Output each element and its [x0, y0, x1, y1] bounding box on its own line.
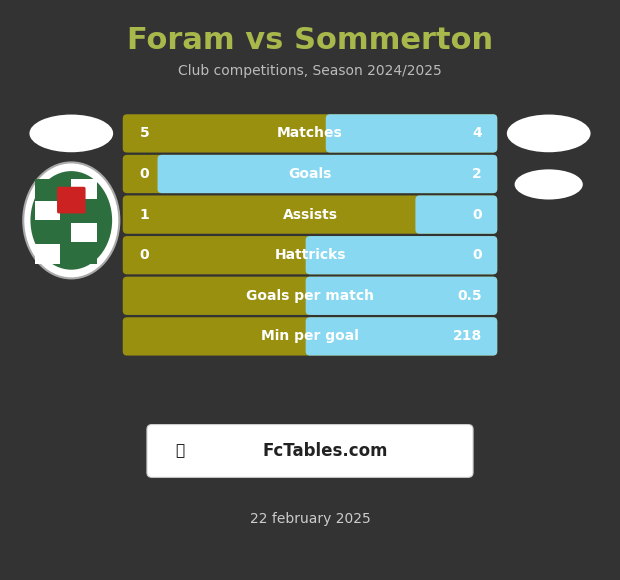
Ellipse shape: [24, 162, 120, 278]
FancyBboxPatch shape: [123, 114, 497, 153]
Text: 0.5: 0.5: [457, 289, 482, 303]
Bar: [35, 244, 61, 264]
Text: 4: 4: [472, 126, 482, 140]
Text: 0: 0: [140, 248, 149, 262]
Bar: [71, 179, 97, 198]
FancyBboxPatch shape: [415, 195, 497, 234]
Bar: [35, 201, 61, 220]
Text: 1: 1: [140, 208, 149, 222]
Text: 2: 2: [472, 167, 482, 181]
Text: 📊: 📊: [175, 444, 184, 458]
Text: Min per goal: Min per goal: [261, 329, 359, 343]
Text: FcTables.com: FcTables.com: [263, 442, 388, 460]
FancyBboxPatch shape: [306, 277, 497, 315]
Text: 0: 0: [472, 248, 482, 262]
FancyBboxPatch shape: [157, 155, 497, 193]
Text: Goals per match: Goals per match: [246, 289, 374, 303]
Text: Hattricks: Hattricks: [274, 248, 346, 262]
Text: 0: 0: [140, 167, 149, 181]
Ellipse shape: [29, 114, 113, 152]
Text: 5: 5: [140, 126, 149, 140]
FancyBboxPatch shape: [123, 195, 497, 234]
Bar: [35, 223, 61, 242]
Ellipse shape: [507, 114, 591, 152]
Text: 22 february 2025: 22 february 2025: [250, 512, 370, 526]
Text: Matches: Matches: [277, 126, 343, 140]
Text: 218: 218: [453, 329, 482, 343]
FancyBboxPatch shape: [306, 236, 497, 274]
Bar: [35, 179, 61, 198]
Ellipse shape: [30, 171, 112, 270]
Bar: [71, 244, 97, 264]
Text: Assists: Assists: [283, 208, 337, 222]
Text: 0: 0: [472, 208, 482, 222]
Text: Goals: Goals: [288, 167, 332, 181]
FancyBboxPatch shape: [326, 114, 497, 153]
FancyBboxPatch shape: [123, 277, 497, 315]
FancyBboxPatch shape: [123, 236, 497, 274]
FancyBboxPatch shape: [123, 155, 497, 193]
Bar: [71, 201, 97, 220]
FancyBboxPatch shape: [306, 317, 497, 356]
Ellipse shape: [515, 169, 583, 200]
Text: Foram vs Sommerton: Foram vs Sommerton: [127, 26, 493, 55]
FancyBboxPatch shape: [57, 187, 86, 213]
Bar: [71, 223, 97, 242]
FancyBboxPatch shape: [123, 317, 497, 356]
FancyBboxPatch shape: [147, 425, 473, 477]
Text: Club competitions, Season 2024/2025: Club competitions, Season 2024/2025: [178, 64, 442, 78]
